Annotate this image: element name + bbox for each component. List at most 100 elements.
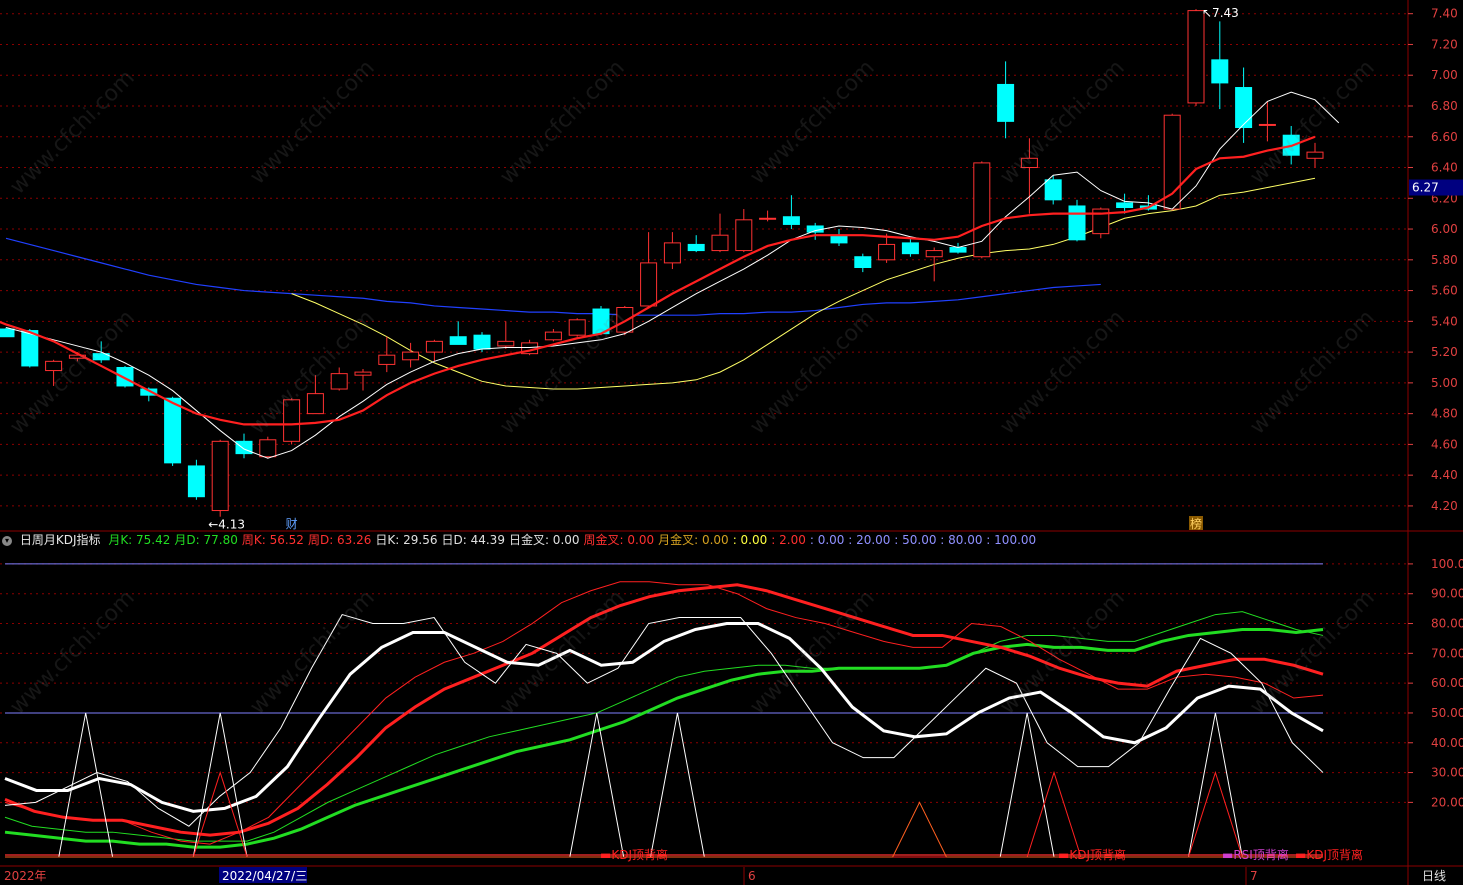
candle-down	[949, 247, 967, 253]
event-marker-bg	[1189, 516, 1203, 530]
price-tick-label: 4.20	[1431, 499, 1458, 513]
period-label: 日线	[1422, 869, 1446, 883]
collapse-icon[interactable]: ▾	[2, 535, 12, 546]
price-panel[interactable]: ↖7.43 ←4.13 财 榜	[0, 6, 1340, 532]
price-tick-label: 6.60	[1431, 130, 1458, 144]
candle-up	[378, 354, 396, 365]
candle-up	[878, 243, 896, 261]
price-tick-label: 5.20	[1431, 345, 1458, 359]
price-tick-label: 5.60	[1431, 284, 1458, 298]
candle-up	[1092, 208, 1110, 235]
candle-down	[473, 334, 491, 350]
candle-up	[925, 250, 943, 258]
price-tick-label: 4.80	[1431, 407, 1458, 421]
time-axis-label: 2022年	[4, 869, 47, 883]
kdj-tick-label: 50.00	[1431, 706, 1463, 720]
kdj-tick-label: 20.00	[1431, 795, 1463, 809]
candle-down	[997, 83, 1015, 122]
candle-up	[640, 262, 658, 307]
candle-up	[1020, 157, 1038, 169]
ma-blue-line	[5, 237, 1101, 316]
candle-up	[354, 371, 372, 376]
current-price-label: 6.27	[1412, 181, 1439, 195]
candle-up	[735, 219, 753, 252]
kdj-series-周D	[4, 583, 1324, 837]
legend-item: 月K: 75.42	[108, 533, 171, 547]
price-tick-label: 7.40	[1431, 7, 1458, 21]
signal-label: ▬KDJ顶背离	[1058, 847, 1126, 862]
legend-item: 周D: 63.26	[307, 533, 372, 547]
current-price-box	[1409, 179, 1463, 196]
candle-up	[259, 439, 277, 458]
candle-down	[830, 234, 848, 244]
signal-label: ▬KDJ顶背离	[600, 847, 668, 862]
high-price-label: ↖7.43	[1202, 6, 1239, 20]
candle-up	[663, 242, 681, 264]
candle-down	[92, 353, 110, 361]
price-tick-label: 4.60	[1431, 437, 1458, 451]
legend-item: 周金叉: 0.00	[583, 533, 655, 547]
candle-down	[1235, 87, 1253, 129]
candle-up	[283, 399, 301, 442]
price-tick-label: 7.00	[1431, 68, 1458, 82]
candle-up	[1306, 151, 1324, 159]
candle-up	[544, 331, 562, 341]
price-axis: 7.407.207.006.806.606.406.206.005.805.60…	[1408, 7, 1463, 809]
kdj-series-月K	[4, 611, 1324, 842]
candle-up	[1258, 123, 1276, 126]
legend-item: : 0.00	[732, 533, 768, 547]
indicator-legend: ▾ 日周月KDJ指标 月K: 75.42 月D: 77.80 周K: 56.52 周D…	[0, 531, 1408, 549]
price-tick-label: 5.40	[1431, 314, 1458, 328]
candle-up	[497, 340, 515, 347]
legend-item: 日D: 44.39	[441, 533, 505, 547]
kdj-tick-label: 70.00	[1431, 646, 1463, 660]
candle-down	[21, 330, 39, 367]
time-axis-label: 7	[1250, 869, 1258, 883]
candle-up	[45, 360, 63, 372]
candle-down	[164, 397, 182, 464]
low-price-label: ←4.13	[208, 518, 245, 532]
kdj-tick-label: 30.00	[1431, 766, 1463, 780]
ma-yellow-line	[291, 177, 1316, 390]
legend-item: 月金叉: 0.00	[658, 533, 729, 547]
time-axis-label: 2022/04/27/三	[222, 869, 307, 883]
candle-down	[1068, 205, 1086, 241]
kdj-tick-label: 40.00	[1431, 736, 1463, 750]
candle-down	[235, 440, 253, 455]
time-axis: 2022年 2022/04/27/三 6 7 日线	[4, 867, 1446, 885]
indicator-title[interactable]: 日周月KDJ指标	[19, 533, 101, 547]
candle-up	[973, 162, 991, 258]
signal-label: ▬KDJ顶背离	[1295, 847, 1363, 862]
legend-item: 日K: 29.56	[375, 533, 438, 547]
candle-down	[1116, 202, 1134, 209]
price-tick-label: 6.00	[1431, 222, 1458, 236]
candle-down	[687, 243, 705, 252]
kdj-series-日K	[4, 613, 1324, 827]
price-tick-label: 4.40	[1431, 468, 1458, 482]
ma-white-line	[5, 91, 1340, 459]
candle-up	[425, 340, 443, 353]
kdj-panel[interactable]: ▬KDJ顶背离 ▬KDJ顶背离 ▬RSI顶背离 ▬KDJ顶背离	[4, 563, 1363, 862]
candle-up	[616, 306, 634, 333]
cursor-date-box	[219, 867, 307, 883]
price-tick-label: 5.80	[1431, 253, 1458, 267]
time-axis-label: 6	[748, 869, 756, 883]
legend-item: : 2.00	[771, 533, 806, 547]
candle-up	[1163, 114, 1181, 210]
candle-down	[854, 256, 872, 269]
legend-item: 月D: 77.80	[174, 533, 238, 547]
candle-down	[0, 328, 15, 338]
candle-up	[306, 393, 324, 415]
ma-red-line	[0, 135, 1316, 426]
candle-down	[1044, 179, 1062, 201]
price-tick-label: 7.20	[1431, 37, 1458, 51]
candle-up	[211, 440, 229, 512]
kdj-tick-label: 90.00	[1431, 587, 1463, 601]
candle-down	[782, 216, 800, 225]
signal-label: ▬RSI顶背离	[1222, 847, 1289, 862]
kdj-tick-label: 100.0	[1431, 557, 1463, 571]
kdj-series-日D	[4, 622, 1324, 813]
kdj-series-月金叉	[5, 801, 1323, 858]
candle-up	[568, 319, 586, 336]
